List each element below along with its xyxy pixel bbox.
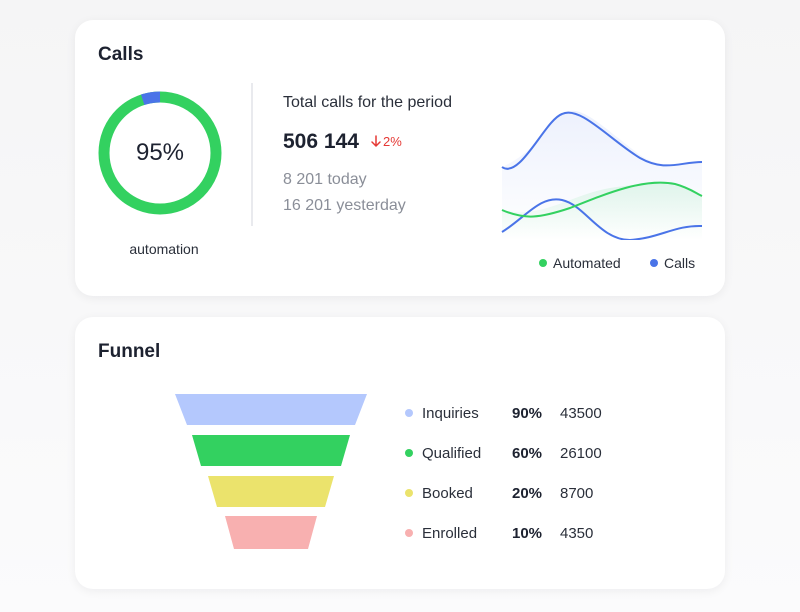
stage-label: Booked [422,484,473,502]
divider [251,83,253,226]
funnel-stage-booked [208,476,334,507]
automation-donut [98,91,222,215]
legend-dot [405,529,413,537]
legend-dot-calls [650,259,658,267]
stage-percent: 60% [512,444,543,462]
stage-label: Enrolled [422,524,478,542]
stage-percent: 10% [512,524,543,542]
stage-percent: 20% [512,484,543,502]
funnel-row-qualified: Qualified 60% 26100 [405,443,602,463]
total-calls-heading: Total calls for the period [283,94,452,111]
calls-line-lower [501,198,703,240]
calls-title: Calls [98,44,144,65]
calls-card: Calls 95% automation Total calls for the… [75,20,725,296]
stage-count: 43500 [560,404,602,422]
funnel-title: Funnel [98,341,161,362]
stage-count: 4350 [560,524,594,542]
funnel-row-inquiries: Inquiries 90% 43500 [405,403,602,423]
calls-line-upper [501,111,703,170]
change-value: 2% [383,134,402,149]
legend-dot [405,489,413,497]
stage-percent: 90% [512,404,543,422]
legend-calls: Calls [650,255,695,271]
automated-area [502,183,702,240]
legend-dot [405,409,413,417]
automated-line [501,181,703,218]
donut-track [98,91,222,215]
arrow-down-icon [371,135,381,147]
funnel-chart [175,394,367,549]
funnel-row-booked: Booked 20% 8700 [405,483,593,503]
funnel-row-enrolled: Enrolled 10% 4350 [405,523,593,543]
total-calls-change: 2% [370,134,402,149]
funnel-stage-qualified [192,435,350,466]
funnel-card: Funnel Inquiries 90% 43500 Qualified 60%… [75,317,725,589]
legend-label: Automated [553,255,621,271]
stage-count: 8700 [560,484,594,502]
funnel-stage-inquiries [175,394,367,425]
stage-label: Inquiries [422,404,479,422]
calls-yesterday: 16 201 yesterday [283,197,406,214]
total-calls-value: 506 144 [283,130,359,153]
donut-accent-segment [98,91,222,215]
automation-percent: 95% [135,139,185,166]
legend-dot [405,449,413,457]
calls-today: 8 201 today [283,171,367,188]
funnel-stage-enrolled [225,516,317,549]
legend-dot-automated [539,259,547,267]
calls-sparkline-chart [501,110,703,240]
stage-count: 26100 [560,444,602,462]
legend-label: Calls [664,255,696,271]
automation-caption: automation [129,241,199,257]
legend-automated: Automated [539,255,621,271]
stage-label: Qualified [422,444,482,462]
